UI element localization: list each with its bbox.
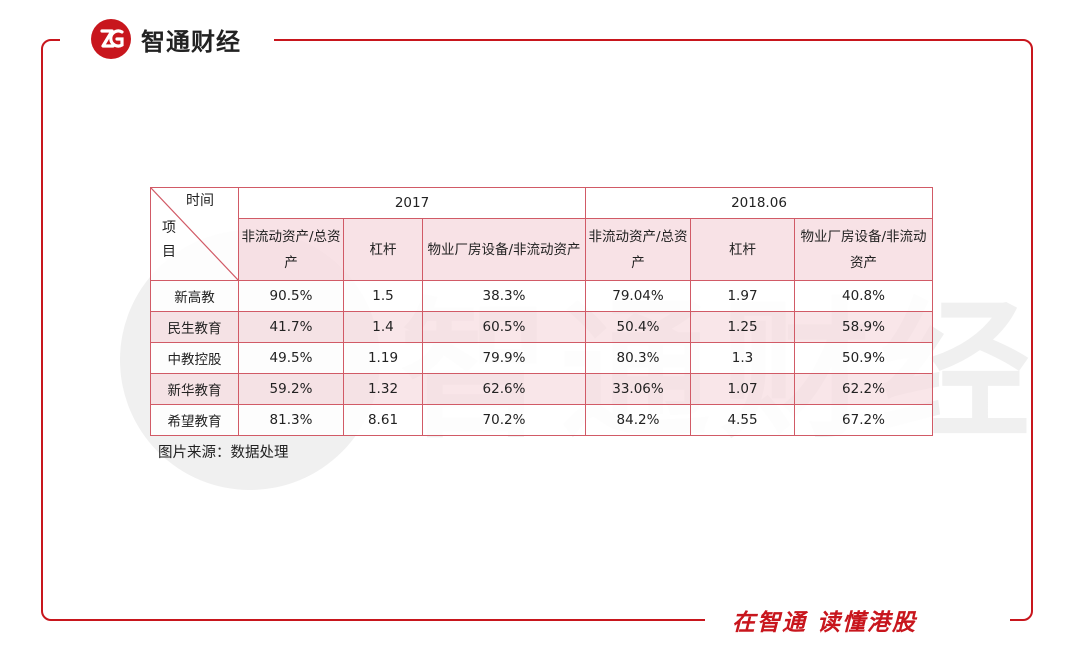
table-cell: 8.61 <box>343 404 423 436</box>
row-label: 民生教育 <box>150 311 239 343</box>
period-header-2018-06: 2018.06 <box>585 187 933 219</box>
table-cell: 1.3 <box>690 342 795 374</box>
column-header: 非流动资产/总资产 <box>238 218 344 281</box>
table-cell: 50.4% <box>585 311 691 343</box>
table-cell: 81.3% <box>238 404 344 436</box>
table-cell: 40.8% <box>794 280 933 312</box>
column-header: 非流动资产/总资产 <box>585 218 691 281</box>
brand-name: 智通财经 <box>141 27 241 56</box>
column-header: 物业厂房设备/非流动资产 <box>794 218 933 281</box>
table-cell: 1.07 <box>690 373 795 405</box>
table-cell: 1.4 <box>343 311 423 343</box>
corner-item-label: 项目 <box>162 220 176 260</box>
table-cell: 62.6% <box>422 373 586 405</box>
row-label: 新华教育 <box>150 373 239 405</box>
table-row: 民生教育 41.7% 1.4 60.5% 50.4% 1.25 58.9% <box>150 311 933 343</box>
row-label: 新高教 <box>150 280 239 312</box>
table-cell: 80.3% <box>585 342 691 374</box>
corner-time-label: 时间 <box>186 193 214 209</box>
column-header: 杠杆 <box>343 218 423 281</box>
table-cell: 90.5% <box>238 280 344 312</box>
period-header-2017: 2017 <box>238 187 586 219</box>
slogan: 在智通 读懂港股 <box>732 610 918 636</box>
table-row: 中教控股 49.5% 1.19 79.9% 80.3% 1.3 50.9% <box>150 342 933 374</box>
table-cell: 49.5% <box>238 342 344 374</box>
corner-header-cell: 时间 项目 <box>150 187 239 281</box>
brand-header: 智通财经 <box>91 18 241 60</box>
table-row: 希望教育 81.3% 8.61 70.2% 84.2% 4.55 67.2% <box>150 404 933 436</box>
table-row: 新高教 90.5% 1.5 38.3% 79.04% 1.97 40.8% <box>150 280 933 312</box>
image-source-note: 图片来源：数据处理 <box>158 445 289 461</box>
row-label: 中教控股 <box>150 342 239 374</box>
table-cell: 4.55 <box>690 404 795 436</box>
table-cell: 1.19 <box>343 342 423 374</box>
comparison-table: 时间 项目 2017 2018.06 非流动资产/总资产 杠杆 物业厂房设备/非… <box>150 187 933 436</box>
table-cell: 1.32 <box>343 373 423 405</box>
table-cell: 58.9% <box>794 311 933 343</box>
column-header: 杠杆 <box>690 218 795 281</box>
table-cell: 79.9% <box>422 342 586 374</box>
table-cell: 50.9% <box>794 342 933 374</box>
table-cell: 38.3% <box>422 280 586 312</box>
table-cell: 1.97 <box>690 280 795 312</box>
table-cell: 84.2% <box>585 404 691 436</box>
table-cell: 59.2% <box>238 373 344 405</box>
table-cell: 79.04% <box>585 280 691 312</box>
table-cell: 67.2% <box>794 404 933 436</box>
table-cell: 1.5 <box>343 280 423 312</box>
row-label: 希望教育 <box>150 404 239 436</box>
table-cell: 70.2% <box>422 404 586 436</box>
zhitong-logo-icon <box>91 19 131 59</box>
table-cell: 60.5% <box>422 311 586 343</box>
border-frame <box>41 39 1033 621</box>
table-cell: 62.2% <box>794 373 933 405</box>
table-row: 新华教育 59.2% 1.32 62.6% 33.06% 1.07 62.2% <box>150 373 933 405</box>
table-cell: 1.25 <box>690 311 795 343</box>
column-header: 物业厂房设备/非流动资产 <box>422 218 586 281</box>
diagonal-divider <box>151 188 239 281</box>
table-cell: 41.7% <box>238 311 344 343</box>
table-cell: 33.06% <box>585 373 691 405</box>
